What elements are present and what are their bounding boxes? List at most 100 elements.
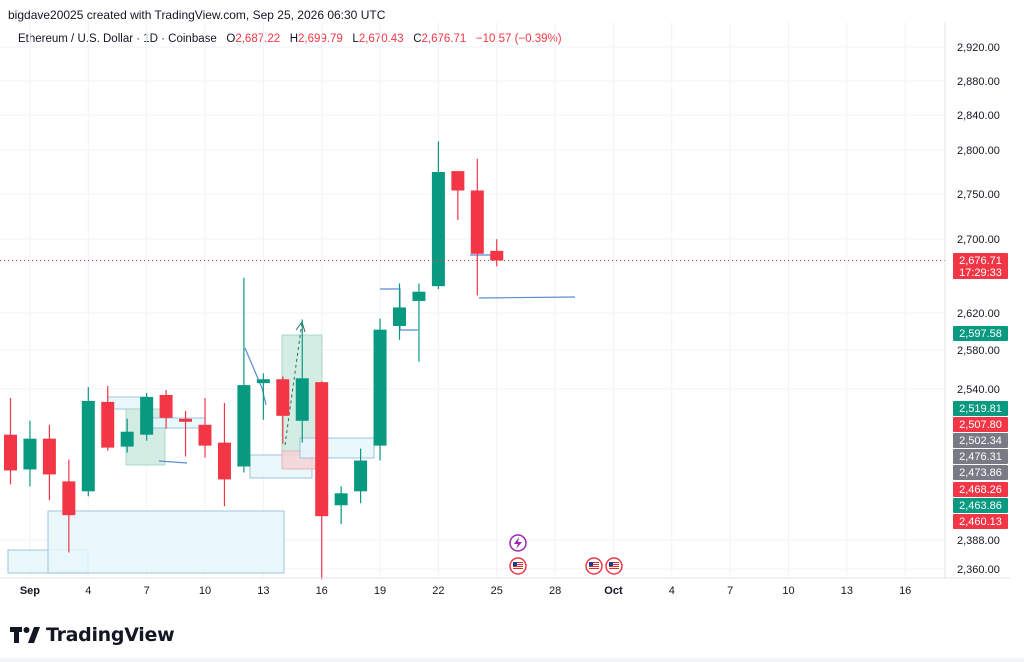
price-label-text: 2,468.26 <box>959 484 1002 496</box>
candle-body <box>23 438 37 470</box>
price-label-text: 2,473.86 <box>959 467 1002 479</box>
time-tick-label: 19 <box>374 585 386 597</box>
brand-footer: TradingView <box>10 623 175 647</box>
price-label-text: 2,502.34 <box>959 435 1002 447</box>
candle-body <box>354 460 368 492</box>
high-value: 2,699.79 <box>298 33 343 45</box>
chart-area[interactable]: 2,920.00 2,880.00 2,840.00 2,800.00 2,750.00… <box>0 22 1010 606</box>
price-label-box <box>953 498 1008 513</box>
candle-body <box>101 401 115 448</box>
time-tick-label: 7 <box>727 585 733 597</box>
price-label-text: 2,476.31 <box>959 451 1002 463</box>
price-tick-label: 2,540.00 <box>957 384 1000 396</box>
flag-stripe <box>513 564 523 565</box>
candle-body <box>256 379 270 384</box>
price-label-box <box>953 401 1008 416</box>
price-tick-label: 2,388.00 <box>957 535 1000 547</box>
candle-body <box>237 385 251 467</box>
price-label-box <box>953 449 1008 464</box>
change-value: −10.57 (−0.39%) <box>475 33 562 45</box>
chart-credit: bigdave20025 created with TradingView.co… <box>8 8 386 22</box>
price-label-box <box>953 417 1008 432</box>
price-label-countdown: 17:29:33 <box>959 267 1002 279</box>
tradingview-logo-icon <box>10 627 40 643</box>
candle-body <box>490 250 504 261</box>
price-label-box <box>953 482 1008 497</box>
open-value: 2,687.22 <box>235 33 281 45</box>
flag-stripe <box>609 568 619 569</box>
price-label-text: 2,519.81 <box>959 403 1002 415</box>
candle-body <box>217 442 231 480</box>
flag-stripe <box>609 562 619 563</box>
symbol-legend: Ethereum / U.S. Dollar · 1D · Coinbase O… <box>18 33 562 45</box>
event-markers <box>509 534 623 575</box>
flag-canton <box>513 562 517 566</box>
low-label: L <box>352 33 359 45</box>
candle-body <box>315 382 329 517</box>
drawings <box>158 254 576 464</box>
time-tick-label: 28 <box>549 585 561 597</box>
price-label-box <box>953 326 1008 341</box>
price-label-text: 2,507.80 <box>959 419 1002 431</box>
zone-box <box>144 417 206 429</box>
grid-lines <box>0 22 945 578</box>
candle-body <box>334 493 348 506</box>
time-tick-label: 16 <box>316 585 328 597</box>
close-value: 2,676.71 <box>421 33 467 45</box>
time-tick-label: 10 <box>782 585 794 597</box>
time-axis: Sep 4 7 10 13 16 19 22 25 28 Oct 4 7 10 13 16 <box>0 577 1010 597</box>
candle-body <box>81 400 95 492</box>
low-value: 2,670.43 <box>358 33 404 45</box>
candles <box>0 141 945 580</box>
candle-body <box>431 172 445 287</box>
candle-body <box>198 424 212 446</box>
candle-body <box>295 378 309 421</box>
trend-line <box>244 347 267 406</box>
flash-bolt-shape <box>514 537 522 549</box>
high-label: H <box>289 33 299 45</box>
time-tick-label: 4 <box>669 585 675 597</box>
flag-stripe <box>609 564 619 565</box>
candle-body <box>451 171 465 191</box>
price-tick-label: 2,800.00 <box>957 145 1000 157</box>
price-label-text: 2,597.58 <box>959 328 1002 340</box>
candle-body <box>120 431 134 447</box>
time-tick-label: 25 <box>491 585 503 597</box>
price-label-text: 2,463.86 <box>959 500 1002 512</box>
time-tick-label: Oct <box>604 585 623 597</box>
price-tick-label: 2,750.00 <box>957 189 1000 201</box>
flag-stripe <box>589 568 599 569</box>
price-axis: 2,920.00 2,880.00 2,840.00 2,800.00 2,750.00… <box>944 22 1000 578</box>
price-tick-label: 2,580.00 <box>957 345 1000 357</box>
price-label-box <box>953 253 1008 279</box>
time-tick-label: 22 <box>432 585 444 597</box>
brand-name: TradingView <box>46 624 175 646</box>
flag-stripe <box>589 562 599 563</box>
price-tick-label: 2,620.00 <box>957 308 1000 320</box>
candle-body <box>393 307 406 326</box>
candle-body <box>412 291 426 301</box>
candlestick-chart[interactable]: 2,920.00 2,880.00 2,840.00 2,800.00 2,750.00… <box>0 22 1010 606</box>
price-label-box <box>953 433 1008 448</box>
price-label-box <box>953 514 1008 529</box>
close-label: C <box>413 33 422 45</box>
candle-body <box>373 329 387 446</box>
time-tick-label: 7 <box>144 585 150 597</box>
flag-stripe <box>609 566 619 567</box>
zone-box <box>47 510 285 574</box>
price-label-box <box>953 465 1008 480</box>
price-tick-label: 2,840.00 <box>957 110 1000 122</box>
flag-canton <box>609 562 613 566</box>
candle-body <box>470 190 484 254</box>
flag-stripe <box>589 566 599 567</box>
symbol-name[interactable]: Ethereum / U.S. Dollar · 1D · Coinbase <box>18 33 217 45</box>
price-tick-label: 2,360.00 <box>957 564 1000 576</box>
time-tick-label: 10 <box>199 585 211 597</box>
open-label: O <box>226 33 236 45</box>
candle-body <box>62 481 76 516</box>
price-tick-label: 2,700.00 <box>957 234 1000 246</box>
candle-body <box>42 438 56 475</box>
flag-stripe <box>513 562 523 563</box>
price-tick-label: 2,920.00 <box>957 42 1000 54</box>
